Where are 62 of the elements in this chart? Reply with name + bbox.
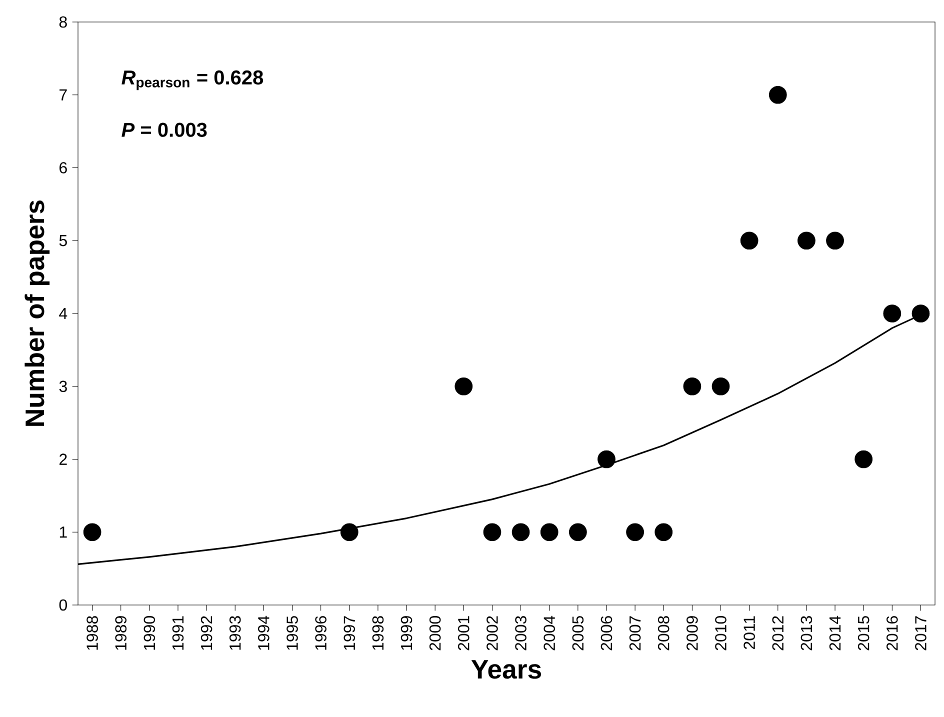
x-tick-label: 2011 — [744, 616, 755, 650]
point — [883, 304, 902, 322]
point — [712, 377, 730, 396]
x-tick-label: 1988 — [86, 616, 98, 650]
annotation: R$_{pearson}$ = 0.628 — [122, 70, 264, 90]
y-tick-label: 2 — [60, 454, 67, 465]
x-tick-label: 2012 — [772, 616, 784, 650]
x-tick-label: 2001 — [458, 616, 470, 650]
x-axis-title: Years — [471, 660, 541, 679]
point — [854, 450, 873, 468]
x-tick-label: 2008 — [658, 616, 670, 650]
y-tick-label: 8 — [59, 16, 67, 28]
y-tick-label: 6 — [60, 162, 67, 174]
x-tick-label: 1994 — [258, 616, 270, 650]
point — [83, 523, 102, 542]
point — [512, 523, 530, 542]
point — [683, 377, 702, 396]
y-tick-label: 4 — [59, 308, 68, 320]
x-tick-label: 2014 — [829, 616, 841, 650]
point — [598, 450, 616, 468]
y-axis-title: Number of papers — [24, 200, 50, 426]
x-tick-label: 1996 — [315, 616, 326, 650]
point — [826, 232, 844, 250]
x-tick-label: 1993 — [229, 616, 241, 650]
y-tick-label: 5 — [59, 235, 67, 246]
x-tick-label: 2015 — [858, 616, 870, 650]
x-tick-label: 1998 — [372, 616, 384, 650]
y-tick-label: 1 — [60, 526, 67, 538]
point — [740, 232, 758, 250]
x-tick-label: 1995 — [286, 616, 298, 650]
point — [654, 523, 673, 542]
x-tick-label: 2013 — [800, 616, 812, 650]
x-tick-label: 2007 — [629, 616, 641, 650]
x-tick-label: 2002 — [486, 616, 498, 650]
x-tick-label: 2010 — [715, 616, 726, 650]
point — [798, 232, 816, 250]
x-tick-label: 2004 — [544, 616, 556, 650]
x-tick-label: 1990 — [144, 616, 156, 650]
x-tick-label: 2003 — [515, 616, 526, 650]
x-tick-label: 2016 — [886, 616, 898, 650]
point — [912, 304, 930, 322]
x-tick-label: 1992 — [200, 616, 212, 650]
y-tick-label: 0 — [59, 599, 67, 611]
point — [454, 377, 473, 396]
y-tick-label: 3 — [59, 380, 67, 392]
point — [568, 523, 587, 542]
annotation: P = 0.003 — [122, 122, 207, 137]
point — [768, 86, 787, 104]
x-tick-label: 1989 — [115, 616, 127, 650]
x-tick-label: 2009 — [686, 616, 698, 650]
x-tick-label: 1991 — [172, 616, 184, 650]
point — [483, 523, 502, 542]
x-tick-label: 2005 — [572, 616, 584, 650]
point — [340, 523, 358, 542]
x-tick-label: 1997 — [344, 616, 356, 650]
x-tick-label: 2000 — [429, 616, 441, 650]
point — [626, 523, 644, 542]
x-tick-label: 2017 — [915, 616, 926, 650]
x-tick-label: 1999 — [400, 616, 412, 650]
x-tick-label: 2006 — [600, 616, 612, 650]
y-tick-label: 7 — [60, 89, 67, 100]
point — [540, 523, 558, 542]
